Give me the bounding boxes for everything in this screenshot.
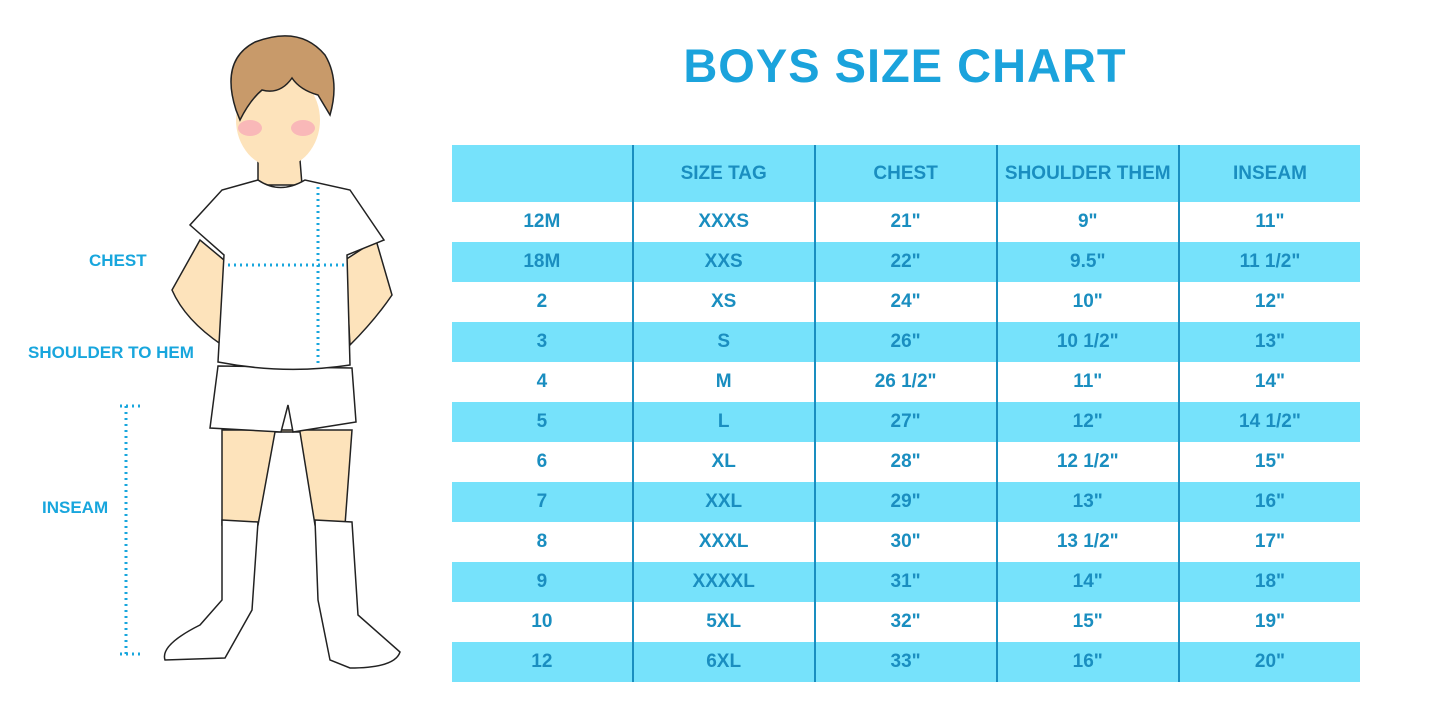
cell-shoulder: 15" [995, 602, 1179, 642]
cell-inseam: 11" [1177, 202, 1360, 242]
cell-inseam: 20" [1177, 642, 1360, 682]
cell-age: 9 [452, 562, 633, 602]
cell-age: 3 [452, 322, 633, 362]
cell-shoulder: 10" [995, 282, 1179, 322]
cell-shoulder: 12" [995, 402, 1179, 442]
cell-chest: 24" [813, 282, 997, 322]
cell-inseam: 16" [1177, 482, 1360, 522]
table-row: 18M XXS 22" 9.5" 11 1/2" [452, 242, 1360, 282]
cell-shoulder: 9.5" [995, 242, 1179, 282]
cell-size-tag: 6XL [631, 642, 815, 682]
cell-chest: 26" [813, 322, 997, 362]
cell-age: 5 [452, 402, 633, 442]
table-row: 12M XXXS 21" 9" 11" [452, 202, 1360, 242]
cell-shoulder: 10 1/2" [995, 322, 1179, 362]
cell-age: 4 [536, 371, 548, 392]
cell-inseam: 14 1/2" [1177, 402, 1360, 442]
cell-shoulder: 13 1/2" [995, 522, 1179, 562]
cell-age: 2 [536, 291, 548, 312]
boy-illustration [120, 35, 401, 669]
cell-chest: 33" [813, 642, 997, 682]
cell-age: 10 [531, 611, 553, 632]
cell-inseam: 17" [1177, 522, 1360, 562]
page-title: BOYS SIZE CHART [683, 39, 1127, 92]
cell-size-tag: 5XL [631, 602, 815, 642]
cell-inseam: 12" [1177, 282, 1360, 322]
table-header-row: SIZE TAG CHEST SHOULDER THEM INSEAM [452, 145, 1360, 202]
cell-size-tag: XXS [631, 242, 815, 282]
cell-chest: 32" [813, 602, 997, 642]
header-age [452, 145, 633, 202]
cell-chest: 28" [813, 442, 997, 482]
cell-inseam: 13" [1177, 322, 1360, 362]
table-row: 10 5XL 32" 15" 19" [452, 602, 1360, 642]
cell-size-tag: L [631, 402, 815, 442]
table-row: 8 XXXL 30" 13 1/2" 17" [452, 522, 1360, 562]
cell-shoulder: 14" [995, 562, 1179, 602]
cell-age: 12M [523, 211, 561, 232]
header-size-tag: SIZE TAG [631, 145, 815, 202]
cell-inseam: 14" [1177, 362, 1360, 402]
header-shoulder: SHOULDER THEM [995, 145, 1179, 202]
table-row: 4 M 26 1/2" 11" 14" [452, 362, 1360, 402]
inseam-label: INSEAM [42, 498, 109, 517]
cell-age: 18M [452, 242, 633, 282]
cell-size-tag: S [631, 322, 815, 362]
cell-inseam: 19" [1177, 602, 1360, 642]
header-chest: CHEST [813, 145, 997, 202]
header-inseam: INSEAM [1177, 145, 1360, 202]
cell-shoulder: 12 1/2" [995, 442, 1179, 482]
cell-size-tag: M [631, 362, 815, 402]
cell-inseam: 18" [1177, 562, 1360, 602]
cell-size-tag: XXL [631, 482, 815, 522]
table-row: 6 XL 28" 12 1/2" 15" [452, 442, 1360, 482]
cell-shoulder: 16" [995, 642, 1179, 682]
cell-age: 8 [536, 531, 548, 552]
cell-inseam: 11 1/2" [1177, 242, 1360, 282]
cell-inseam: 15" [1177, 442, 1360, 482]
cell-chest: 22" [813, 242, 997, 282]
cell-shoulder: 11" [995, 362, 1179, 402]
cell-size-tag: XL [631, 442, 815, 482]
cell-age: 6 [536, 451, 548, 472]
table-row: 7 XXL 29" 13" 16" [452, 482, 1360, 522]
table-row: 12 6XL 33" 16" 20" [452, 642, 1360, 682]
cell-age: 12 [452, 642, 633, 682]
shoulder-to-hem-label: SHOULDER TO HEM [28, 343, 194, 362]
chest-label: CHEST [89, 251, 147, 270]
cell-chest: 31" [813, 562, 997, 602]
cell-size-tag: XXXXL [631, 562, 815, 602]
cell-chest: 26 1/2" [813, 362, 997, 402]
size-table: SIZE TAG CHEST SHOULDER THEM INSEAM 12M X… [452, 145, 1360, 682]
cell-size-tag: XXXL [631, 522, 815, 562]
table-row: 3 S 26" 10 1/2" 13" [452, 322, 1360, 362]
cell-size-tag: XS [631, 282, 815, 322]
cell-shoulder: 9" [995, 202, 1179, 242]
cell-chest: 21" [813, 202, 997, 242]
cell-shoulder: 13" [995, 482, 1179, 522]
cell-chest: 29" [813, 482, 997, 522]
cell-size-tag: XXXS [631, 202, 815, 242]
table-row: 5 L 27" 12" 14 1/2" [452, 402, 1360, 442]
table-row: 2 XS 24" 10" 12" [452, 282, 1360, 322]
table-row: 9 XXXXL 31" 14" 18" [452, 562, 1360, 602]
cell-age: 7 [452, 482, 633, 522]
cell-chest: 27" [813, 402, 997, 442]
cell-chest: 30" [813, 522, 997, 562]
